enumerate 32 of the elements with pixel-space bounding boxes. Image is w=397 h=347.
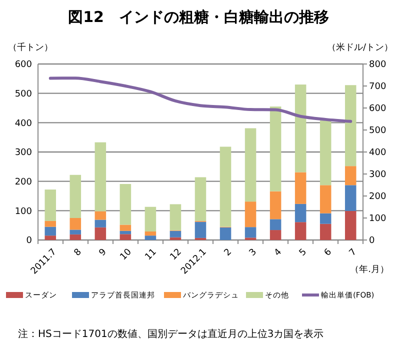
y2-tick-label: 200	[369, 192, 386, 202]
x-tick-label: 6	[322, 247, 334, 258]
x-tick-label: 5	[298, 247, 309, 258]
y2-tick-label: 500	[369, 126, 386, 136]
y2-tick-label: 300	[369, 170, 386, 180]
y2-tick-label: 600	[369, 104, 386, 114]
y2-tick-label: 400	[369, 148, 386, 158]
x-tick-label: 2	[222, 247, 234, 258]
y-tick-label: 100	[14, 206, 32, 217]
y2-tick-label: 800	[369, 60, 386, 70]
y-tick-label: 200	[14, 177, 32, 188]
x-tick-label: 11	[144, 247, 159, 262]
y2-tick-label: 700	[369, 82, 386, 92]
y-tick-label: 0	[26, 236, 32, 246]
y-tick-label: 400	[14, 118, 32, 129]
x-tick-label: 12	[168, 247, 184, 262]
text: 注：HSコード1701の数値、国別データは直近月の上位3カ国を表示	[18, 328, 324, 340]
x-tick-label: 4	[272, 247, 284, 258]
x-tick-label: 8	[72, 247, 84, 258]
x-axis-title: （年.月）	[350, 264, 389, 275]
y-tick-label: 600	[14, 60, 32, 70]
y2-tick-label: 0	[369, 236, 375, 246]
chart-title: 図12 インドの粗糖・白糖輸出の推移	[68, 8, 329, 26]
y-tick-label: 500	[14, 89, 32, 100]
y-tick-label: 300	[14, 148, 32, 158]
y2-axis-title: （米ドル/トン）	[326, 42, 393, 53]
x-tick-label: 3	[248, 247, 259, 258]
y2-tick-label: 100	[369, 214, 386, 224]
x-tick-label: 9	[98, 247, 109, 258]
y-axis-title: （千トン）	[8, 42, 53, 53]
x-tick-label: 10	[118, 247, 134, 262]
x-tick-label: 7	[348, 247, 359, 258]
